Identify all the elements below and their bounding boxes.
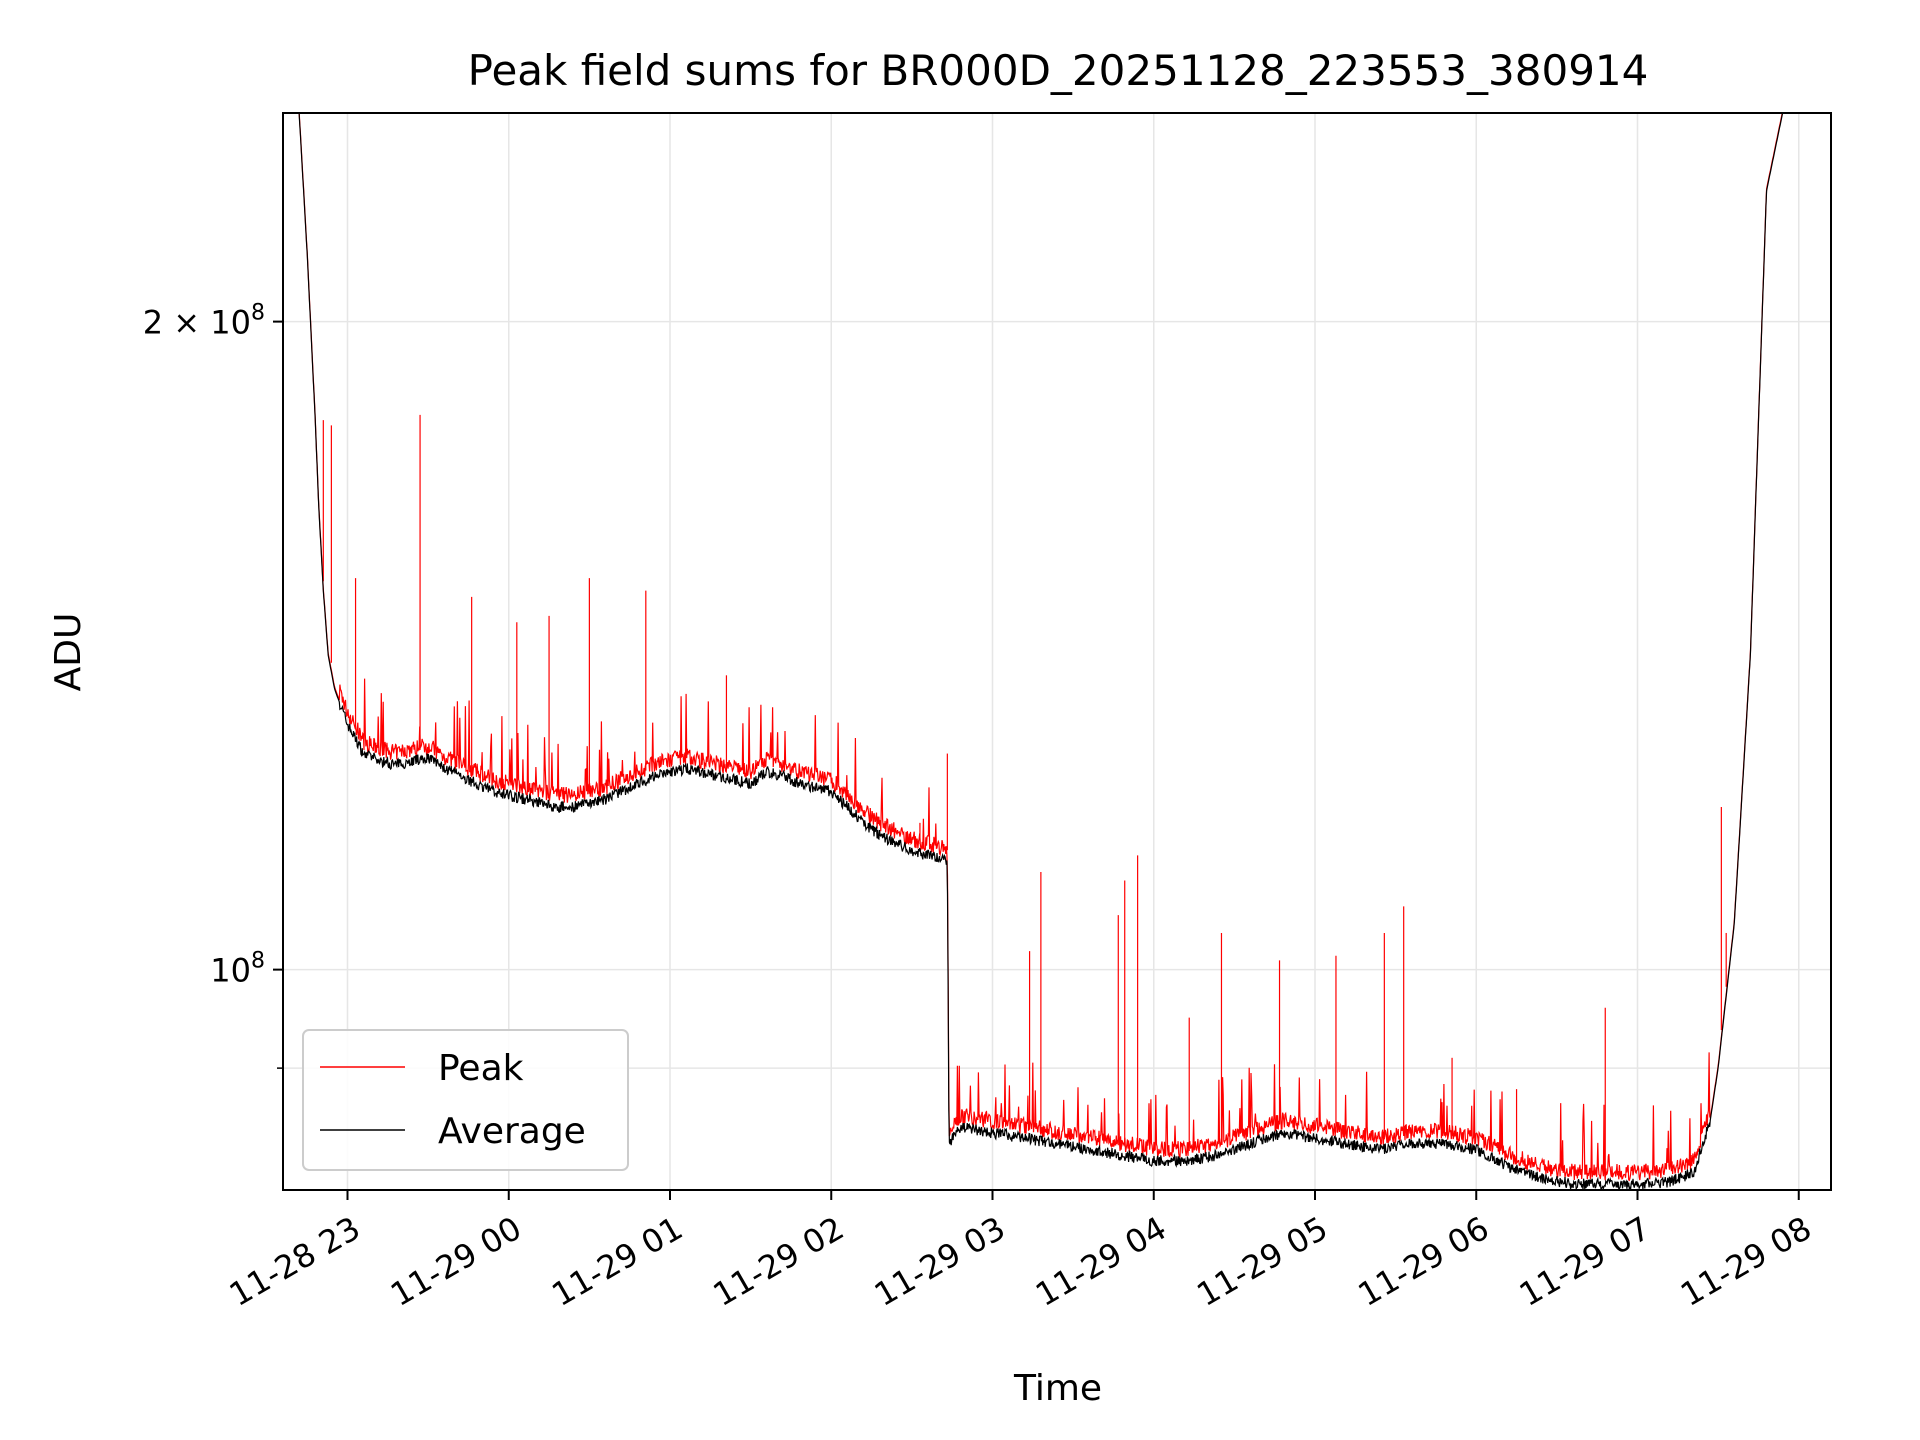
y-tick-label: 2 × 108 xyxy=(143,301,265,342)
plot-frame xyxy=(282,112,1832,1191)
legend: Peak Average xyxy=(302,1029,629,1171)
x-axis-label: Time xyxy=(1013,1368,1102,1409)
y-axis-ticks: 2 × 108 108 xyxy=(143,301,283,1069)
y-tick-label: 108 xyxy=(210,949,265,990)
grid-lines xyxy=(283,113,1831,1190)
peak-series-line xyxy=(298,113,1783,1182)
legend-label-peak: Peak xyxy=(438,1048,524,1089)
legend-label-average: Average xyxy=(438,1111,586,1152)
series-group xyxy=(298,113,1784,1190)
average-series-line xyxy=(298,113,1784,1190)
chart-title: Peak field sums for BR000D_20251128_2235… xyxy=(468,46,1649,95)
y-axis-label: ADU xyxy=(48,613,89,692)
legend-box xyxy=(302,1029,629,1171)
